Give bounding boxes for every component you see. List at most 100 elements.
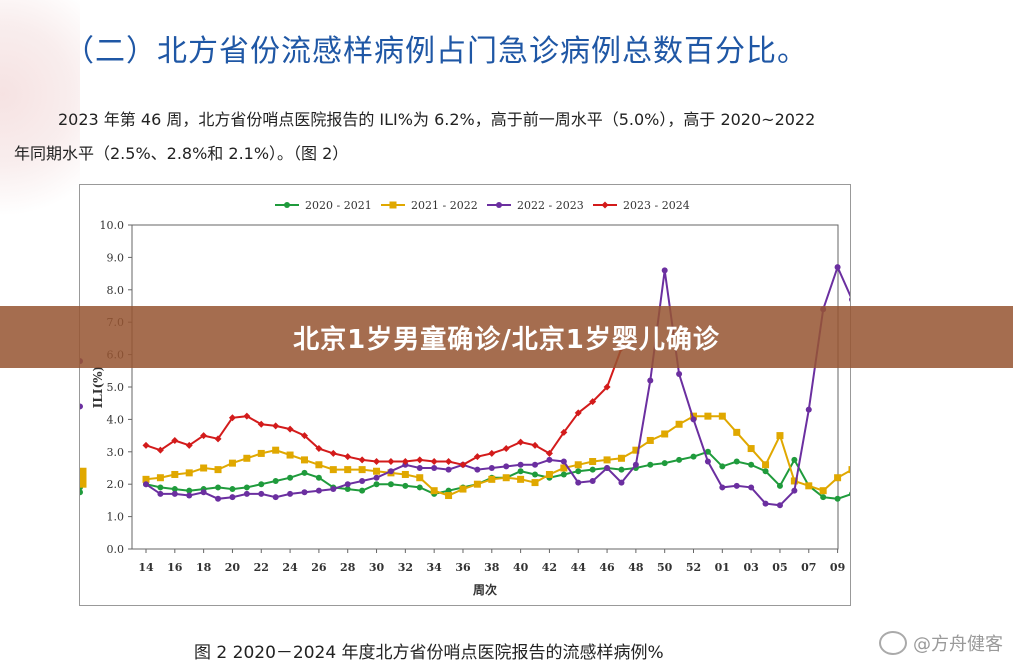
- legend-marker: [284, 202, 290, 208]
- data-point: [776, 482, 783, 489]
- x-tick-label: 30: [369, 561, 385, 574]
- data-point: [80, 489, 83, 496]
- x-tick-label: 46: [599, 561, 615, 574]
- data-point: [272, 494, 279, 501]
- data-point: [849, 491, 850, 497]
- data-point: [80, 467, 87, 475]
- data-point: [329, 466, 337, 474]
- data-point: [300, 456, 308, 464]
- data-point: [373, 474, 380, 481]
- data-point: [373, 467, 381, 475]
- data-point: [416, 474, 424, 482]
- data-point: [171, 486, 178, 493]
- data-point: [762, 500, 769, 507]
- data-point: [805, 482, 813, 490]
- data-point: [819, 487, 827, 495]
- x-tick-label: 22: [254, 561, 269, 574]
- data-point: [589, 477, 596, 484]
- x-tick-label: 32: [398, 561, 413, 574]
- data-point: [762, 461, 770, 469]
- data-point: [402, 482, 409, 489]
- data-point: [257, 449, 265, 457]
- data-point: [589, 398, 597, 406]
- data-point: [517, 468, 524, 475]
- data-point: [733, 482, 740, 489]
- data-point: [502, 445, 510, 453]
- data-point: [589, 466, 596, 473]
- data-point: [532, 461, 539, 468]
- data-point: [531, 441, 539, 449]
- x-tick-label: 50: [657, 561, 673, 574]
- x-tick-label: 18: [196, 561, 212, 574]
- data-point: [157, 490, 164, 497]
- data-point: [690, 453, 697, 460]
- data-point: [719, 463, 726, 470]
- data-point: [315, 445, 323, 453]
- data-point: [575, 479, 582, 486]
- data-point: [574, 409, 582, 417]
- data-point: [632, 461, 639, 468]
- data-point: [560, 428, 568, 436]
- data-point: [315, 487, 322, 494]
- data-point: [300, 432, 308, 440]
- legend-marker: [389, 201, 397, 209]
- x-tick-label: 34: [427, 561, 443, 574]
- data-point: [445, 466, 452, 473]
- data-point: [834, 264, 841, 271]
- data-point: [790, 477, 798, 485]
- data-point: [200, 489, 207, 496]
- data-point: [301, 469, 308, 476]
- data-point: [502, 474, 510, 482]
- data-point: [575, 468, 582, 475]
- data-point: [488, 449, 496, 457]
- data-point: [359, 487, 366, 494]
- data-point: [143, 481, 149, 488]
- paragraph-line-1: 2023 年第 46 周，北方省份哨点医院报告的 ILI%为 6.2%，高于前一…: [58, 110, 816, 129]
- data-point: [733, 428, 741, 436]
- data-point: [171, 436, 179, 444]
- data-point: [647, 461, 654, 468]
- data-point: [531, 479, 539, 487]
- data-point: [849, 297, 850, 302]
- data-point: [560, 458, 567, 465]
- data-point: [560, 471, 567, 478]
- data-point: [603, 383, 611, 391]
- series-line-2: [145, 264, 850, 507]
- x-tick-label: 14: [138, 561, 154, 574]
- data-point: [287, 474, 294, 481]
- data-point: [618, 479, 625, 486]
- data-point: [329, 449, 337, 457]
- plot-area: [131, 224, 839, 550]
- chart-frame: 0.01.02.03.04.05.06.07.08.09.010.0141618…: [79, 184, 851, 606]
- data-point: [80, 474, 87, 482]
- data-point: [185, 441, 193, 449]
- data-point: [214, 466, 222, 474]
- data-point: [258, 490, 265, 497]
- data-point: [676, 371, 683, 378]
- data-point: [430, 487, 438, 495]
- data-point: [243, 490, 250, 497]
- data-point: [776, 502, 783, 509]
- data-point: [805, 406, 812, 413]
- y-tick-label: 1.0: [107, 511, 125, 524]
- data-point: [186, 492, 193, 499]
- data-point: [344, 466, 352, 474]
- data-point: [401, 458, 409, 466]
- data-point: [661, 267, 668, 274]
- data-point: [820, 494, 827, 501]
- data-point: [517, 461, 524, 468]
- x-tick-label: 42: [542, 561, 557, 574]
- data-point: [243, 412, 251, 420]
- data-point: [243, 454, 251, 462]
- data-point: [344, 453, 352, 461]
- series-line-1: [145, 415, 850, 497]
- data-point: [560, 464, 568, 472]
- data-point: [387, 458, 395, 466]
- x-tick-label: 07: [801, 561, 816, 574]
- x-tick-label: 20: [225, 561, 241, 574]
- data-point: [459, 461, 467, 469]
- data-point: [387, 468, 394, 475]
- data-point: [704, 458, 711, 465]
- x-tick-label: 38: [484, 561, 500, 574]
- data-point: [719, 484, 726, 491]
